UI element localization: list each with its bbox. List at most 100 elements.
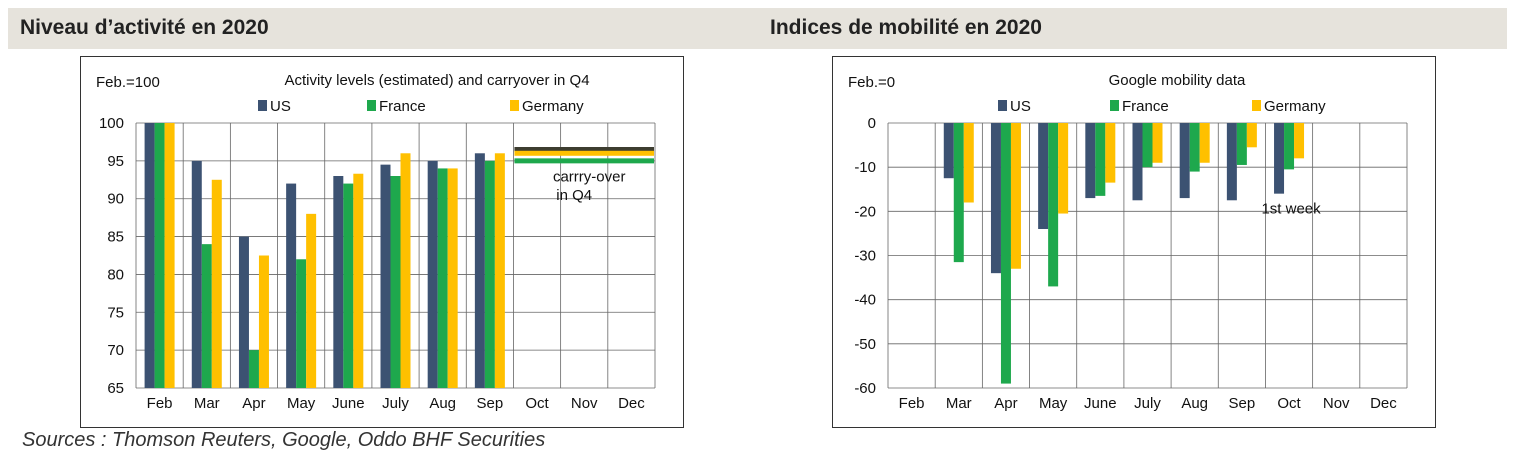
bar-us-may [1038, 123, 1049, 229]
bar-germany-aug [1199, 123, 1210, 163]
legend-label-us: US [1010, 98, 1031, 115]
bar-us-mar [191, 160, 202, 388]
x-tick-label: Oct [1277, 395, 1301, 412]
x-tick-label: Sep [477, 395, 504, 412]
bar-germany-mar [963, 123, 974, 203]
x-tick-label: July [1134, 395, 1161, 412]
bar-us-oct [1274, 123, 1285, 194]
y-tick-label: -40 [854, 292, 876, 309]
carryover-label: carrry-over [553, 168, 626, 185]
bar-germany-july [1152, 123, 1163, 163]
header-bar [8, 8, 1507, 49]
x-tick-label: June [1084, 395, 1117, 412]
legend-swatch-us [258, 100, 267, 111]
x-tick-label: June [332, 395, 365, 412]
chart-title: Activity levels (estimated) and carryove… [284, 72, 589, 89]
y-tick-label: -20 [854, 203, 876, 220]
bar-germany-sep [1246, 123, 1257, 148]
x-tick-label: Sep [1229, 395, 1256, 412]
bar-france-may [1048, 123, 1059, 287]
first-week-annotation: 1st week [1261, 201, 1321, 218]
bar-france-apr [1000, 123, 1011, 384]
bar-us-sep [1226, 123, 1237, 201]
bar-france-apr [248, 350, 259, 388]
x-tick-label: Apr [242, 395, 265, 412]
y-tick-label: 85 [107, 229, 124, 246]
x-tick-label: Nov [1323, 395, 1350, 412]
bar-france-july [1142, 123, 1153, 168]
bar-france-aug [1189, 123, 1200, 172]
x-tick-label: Aug [1181, 395, 1208, 412]
bar-france-june [1095, 123, 1106, 196]
legend-label-germany: Germany [522, 98, 584, 115]
bar-germany-aug [447, 168, 458, 388]
bar-germany-june [353, 173, 364, 388]
bar-france-mar [201, 244, 212, 388]
bar-us-aug [427, 160, 438, 388]
bar-us-apr [238, 236, 249, 388]
bar-france-oct [1284, 123, 1295, 170]
mobility-chart: Feb.=0 Google mobility data US France Germ… [832, 56, 1436, 428]
legend-swatch-germany [510, 100, 519, 111]
x-tick-label: May [1039, 395, 1068, 412]
x-tick-label: Dec [618, 395, 645, 412]
y-tick-label: 75 [107, 304, 124, 321]
x-tick-label: Mar [194, 395, 220, 412]
y-tick-label: -60 [854, 380, 876, 397]
left-section-title: Niveau d’activité en 2020 [20, 16, 269, 39]
bar-germany-apr [258, 255, 269, 388]
bar-germany-june [1105, 123, 1116, 183]
bar-us-june [333, 176, 344, 388]
bar-france-sep [484, 160, 495, 388]
legend-label-us: US [270, 98, 291, 115]
bar-us-may [286, 183, 297, 388]
legend-label-france: France [1122, 98, 1169, 115]
bar-us-mar [943, 123, 954, 179]
bar-france-may [296, 259, 307, 388]
y-tick-label: -50 [854, 336, 876, 353]
unit-label: Feb.=0 [848, 74, 895, 91]
carryover-line-france [514, 158, 654, 164]
activity-chart: Feb.=100 Activity levels (estimated) and… [80, 56, 684, 428]
bar-us-apr [990, 123, 1001, 274]
chart-title: Google mobility data [1109, 72, 1246, 89]
x-tick-label: Feb [147, 395, 173, 412]
legend-swatch-france [367, 100, 376, 111]
legend-swatch-us [998, 100, 1007, 111]
bar-france-mar [953, 123, 964, 263]
bar-germany-apr [1010, 123, 1021, 269]
x-tick-label: July [382, 395, 409, 412]
bar-us-july [380, 164, 391, 388]
x-tick-label: Feb [899, 395, 925, 412]
bar-france-july [390, 176, 401, 388]
bar-us-july [1132, 123, 1143, 201]
carryover-label-2: in Q4 [556, 187, 592, 204]
bar-germany-may [1058, 123, 1069, 214]
y-tick-label: 95 [107, 153, 124, 170]
carryover-line-germany [514, 150, 654, 156]
bar-germany-may [306, 213, 317, 388]
y-tick-label: -10 [854, 159, 876, 176]
bar-germany-sep [494, 153, 505, 388]
bar-france-feb [154, 123, 165, 388]
bar-germany-feb [164, 123, 175, 388]
legend-swatch-germany [1252, 100, 1261, 111]
y-tick-label: 80 [107, 266, 124, 283]
y-tick-label: 70 [107, 342, 124, 359]
y-tick-label: 65 [107, 380, 124, 397]
bar-france-june [343, 183, 354, 388]
bar-france-aug [437, 168, 448, 388]
x-tick-label: Oct [525, 395, 549, 412]
legend-label-france: France [379, 98, 426, 115]
right-section-title: Indices de mobilité en 2020 [770, 16, 1042, 39]
x-tick-label: May [287, 395, 316, 412]
chart-frame [832, 56, 1436, 428]
x-tick-label: Aug [429, 395, 456, 412]
legend: US France Germany [258, 98, 584, 115]
bar-germany-july [400, 153, 411, 388]
sources-note: Sources : Thomson Reuters, Google, Oddo … [22, 429, 546, 451]
carryover-line-us [514, 147, 654, 152]
x-tick-label: Mar [946, 395, 972, 412]
legend: US France Germany [998, 98, 1326, 115]
x-tick-label: Dec [1370, 395, 1397, 412]
